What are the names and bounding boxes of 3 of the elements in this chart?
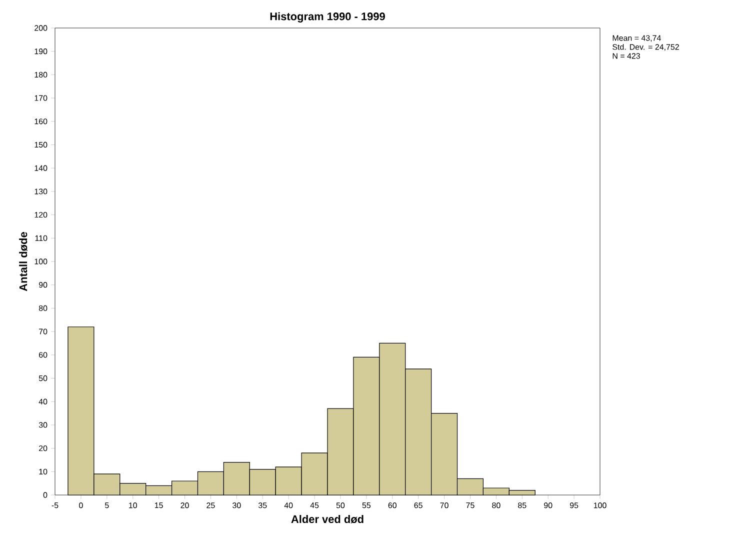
chart-title: Histogram 1990 - 1999 [270, 12, 385, 22]
x-axis-title: Alder ved død [291, 515, 364, 524]
y-axis-title: Antall døde [19, 232, 28, 292]
